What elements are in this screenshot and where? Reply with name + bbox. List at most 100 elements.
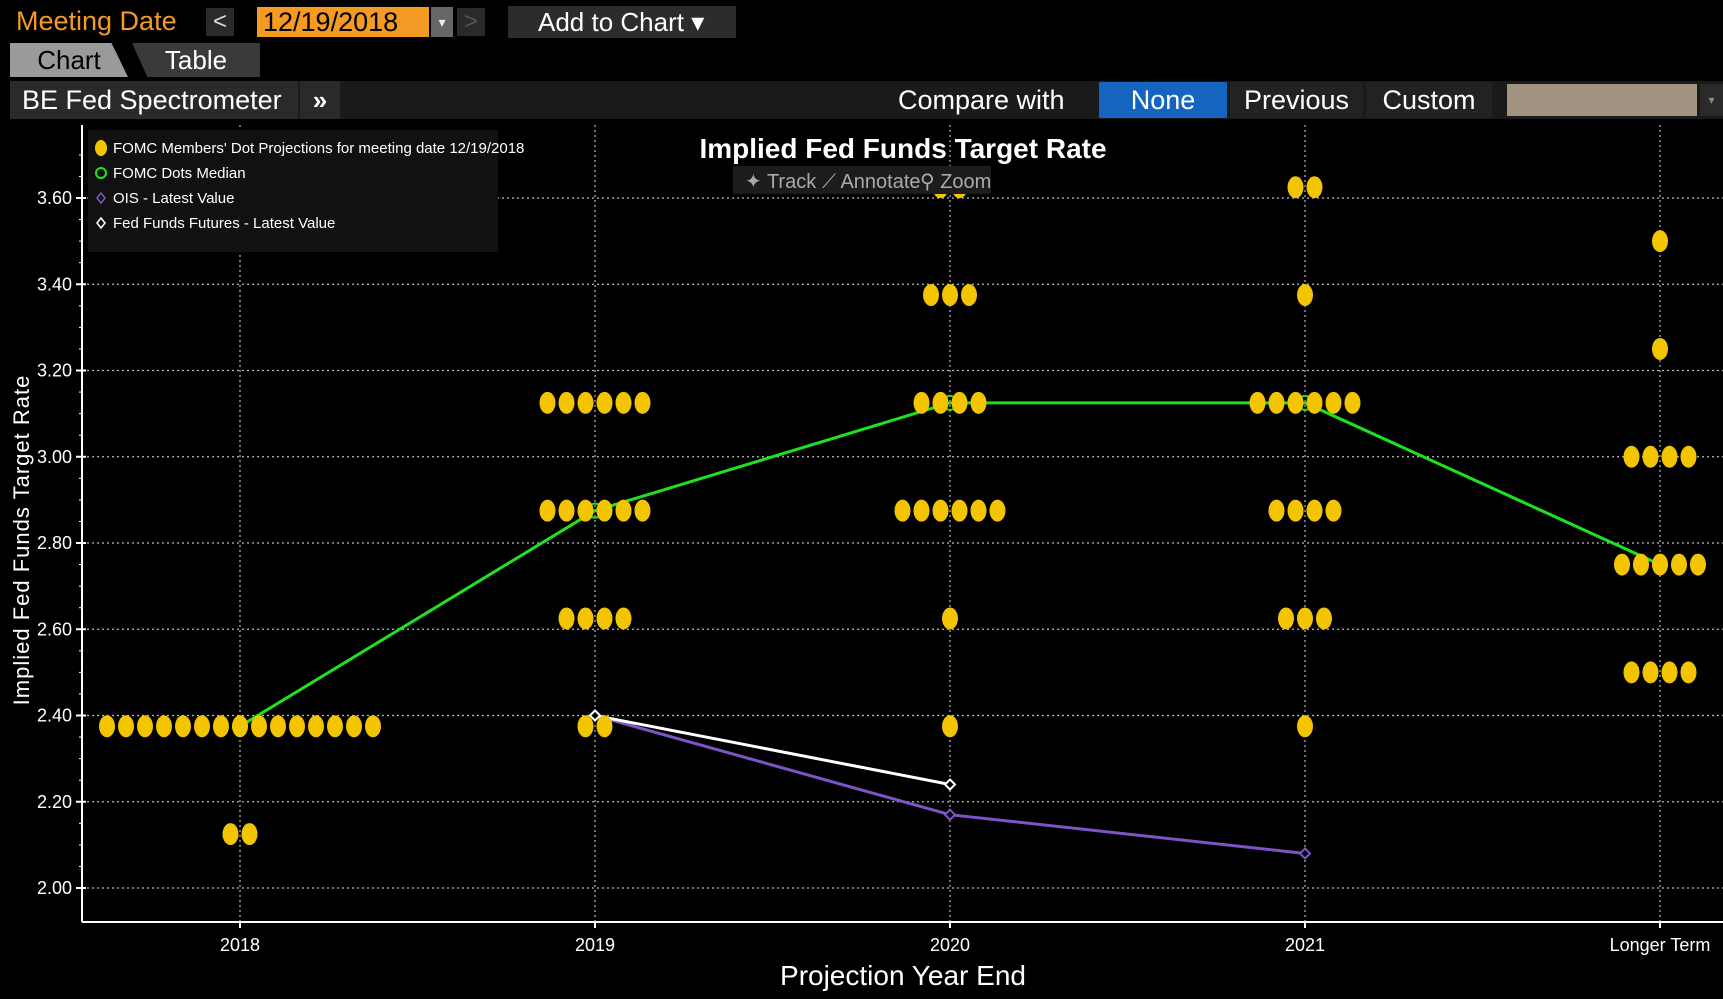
legend-entry: FOMC Members' Dot Projections for meetin… (113, 140, 524, 157)
fomc-dot (251, 715, 267, 737)
fomc-dot (597, 607, 613, 629)
fomc-dot (942, 715, 958, 737)
fomc-dot (616, 500, 632, 522)
fomc-dot (99, 715, 115, 737)
fomc-dot (270, 715, 286, 737)
x-tick-label: 2018 (220, 935, 260, 955)
fomc-dot (327, 715, 343, 737)
fomc-dot (1671, 554, 1687, 576)
fomc-dot (540, 500, 556, 522)
fomc-dot (559, 500, 575, 522)
fomc-dot (616, 607, 632, 629)
fomc-dot (1326, 500, 1342, 522)
fomc-dot (1345, 392, 1361, 414)
fomc-dot (635, 392, 651, 414)
fomc-dot (616, 392, 632, 414)
fomc-dot (232, 715, 248, 737)
fomc-dot (952, 392, 968, 414)
fomc-dot (365, 715, 381, 737)
series-marker (1300, 849, 1310, 859)
fomc-dot (933, 392, 949, 414)
fomc-dot (1297, 284, 1313, 306)
fomc-dot (1633, 554, 1649, 576)
fomc-dot (242, 823, 258, 845)
fomc-dot (1662, 446, 1678, 468)
chart-title: Implied Fed Funds Target Rate (699, 133, 1106, 164)
chart-legend: FOMC Members' Dot Projections for meetin… (88, 130, 524, 252)
fomc-dot (1250, 392, 1266, 414)
fomc-dot (1307, 392, 1323, 414)
legend-entry: FOMC Dots Median (113, 165, 246, 182)
fomc-dot (137, 715, 153, 737)
y-tick-label: 3.00 (37, 447, 72, 467)
fomc-dot (942, 607, 958, 629)
zoom-tool[interactable]: ⚲ Zoom (920, 171, 991, 193)
y-tick-label: 2.40 (37, 706, 72, 726)
fomc-dot (578, 500, 594, 522)
x-tick-label: Longer Term (1610, 935, 1711, 955)
series-marker (590, 711, 600, 721)
fomc-dot (597, 500, 613, 522)
fomc-dot (289, 715, 305, 737)
fomc-dot (1643, 661, 1659, 683)
fomc-dot (914, 392, 930, 414)
fomc-dot (559, 607, 575, 629)
fomc-dot (1326, 392, 1342, 414)
fomc-dot (1288, 500, 1304, 522)
fomc-dot (1652, 338, 1668, 360)
legend-dot-marker (95, 140, 107, 156)
fomc-dot (213, 715, 229, 737)
fomc-dot (308, 715, 324, 737)
chart-dots (99, 176, 1706, 845)
fomc-dot (1652, 230, 1668, 252)
x-tick-label: 2020 (930, 935, 970, 955)
annotate-tool[interactable]: ⟋ Annotate (822, 171, 921, 193)
x-tick-label: 2021 (1285, 935, 1325, 955)
y-tick-label: 3.60 (37, 188, 72, 208)
fomc-dot (1681, 661, 1697, 683)
track-tool[interactable]: ✦ Track (745, 171, 817, 193)
fomc-dot (635, 500, 651, 522)
fomc-dot (578, 392, 594, 414)
fomc-dot (597, 715, 613, 737)
fomc-dot (933, 500, 949, 522)
fomc-dot (1297, 715, 1313, 737)
fomc-dot (952, 500, 968, 522)
fomc-dot (1269, 392, 1285, 414)
legend-entry: OIS - Latest Value (113, 190, 234, 207)
fomc-dot (923, 284, 939, 306)
fomc-dot (597, 392, 613, 414)
fomc-dot (1652, 554, 1668, 576)
fomc-dot (895, 500, 911, 522)
fomc-dot (1278, 607, 1294, 629)
x-axis-label: Projection Year End (780, 960, 1026, 991)
fomc-dot (1307, 500, 1323, 522)
fomc-dot (971, 392, 987, 414)
fomc-dot (1624, 661, 1640, 683)
y-axis-label: Implied Fed Funds Target Rate (9, 375, 34, 706)
fomc-dot (1316, 607, 1332, 629)
fomc-dot (1681, 446, 1697, 468)
fomc-dot (1269, 500, 1285, 522)
fomc-dot (1662, 661, 1678, 683)
series-marker (945, 780, 955, 790)
fomc-dot (194, 715, 210, 737)
chart-tools: ✦ Track ⟋ Annotate ⚲ Zoom (733, 166, 991, 194)
fomc-dot (1307, 176, 1323, 198)
fomc-dot (1690, 554, 1706, 576)
fomc-dot (1624, 446, 1640, 468)
series-line (595, 716, 950, 785)
y-tick-label: 3.20 (37, 361, 72, 381)
fomc-dot (175, 715, 191, 737)
fomc-dot (961, 284, 977, 306)
fomc-dot (346, 715, 362, 737)
fomc-dot (578, 715, 594, 737)
fomc-dot (118, 715, 134, 737)
fomc-dot (559, 392, 575, 414)
y-tick-label: 2.00 (37, 878, 72, 898)
fomc-dot (1297, 607, 1313, 629)
fomc-dot (156, 715, 172, 737)
fomc-dot (578, 607, 594, 629)
fomc-dot (942, 284, 958, 306)
